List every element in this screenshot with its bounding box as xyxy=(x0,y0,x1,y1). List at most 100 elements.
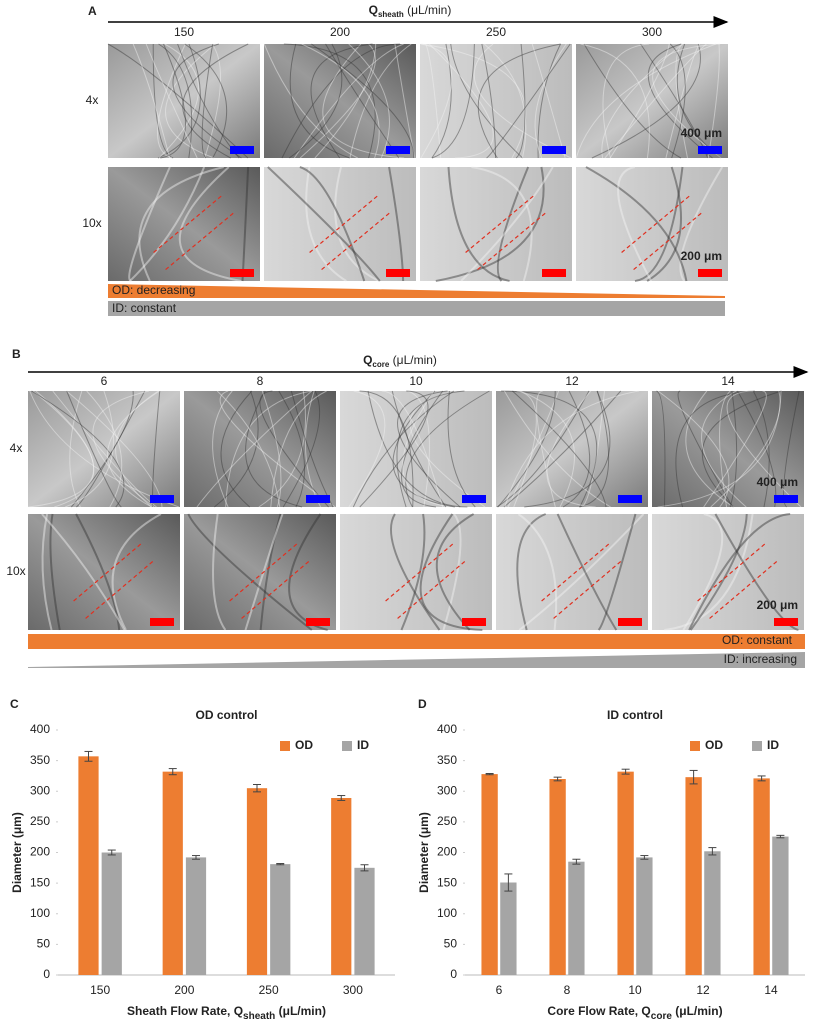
fiber xyxy=(701,390,747,508)
fiber xyxy=(129,166,206,282)
fiber xyxy=(481,43,497,159)
fiber xyxy=(710,390,781,508)
fiber xyxy=(701,390,782,508)
bar xyxy=(270,864,291,975)
fiber xyxy=(157,43,201,159)
bar xyxy=(617,771,634,975)
row-label: 10x xyxy=(6,564,25,578)
od-trend xyxy=(28,634,805,649)
od-guide xyxy=(633,212,703,271)
fiber xyxy=(420,43,453,159)
fiber xyxy=(204,43,222,159)
od-guide xyxy=(85,559,155,619)
scale-label: 400 μm xyxy=(757,475,798,489)
fiber xyxy=(531,43,566,159)
error-bar xyxy=(504,873,513,892)
fiber xyxy=(405,390,490,508)
error-bar xyxy=(553,776,562,782)
row-label: 4x xyxy=(86,93,99,107)
fiber xyxy=(657,390,782,508)
scale-bar xyxy=(462,495,486,503)
od-trend-label: OD: constant xyxy=(722,633,793,647)
axis-title-main: Q xyxy=(369,3,378,17)
micrograph xyxy=(28,390,180,508)
fiber xyxy=(160,43,186,159)
micrograph-bg xyxy=(28,391,180,507)
scale-bar xyxy=(618,618,642,626)
y-tick-label: 250 xyxy=(437,814,457,828)
y-tick-label: 350 xyxy=(437,753,457,767)
error-bar xyxy=(776,834,785,839)
fiber xyxy=(28,390,95,508)
od-guide xyxy=(465,195,535,253)
fiber xyxy=(591,43,701,159)
error-bar xyxy=(276,863,285,866)
scale-bar xyxy=(618,495,642,503)
fiber xyxy=(435,513,475,631)
column-label: 12 xyxy=(565,374,579,388)
error-bar xyxy=(337,795,346,801)
y-tick-label: 200 xyxy=(437,845,457,859)
fiber xyxy=(201,43,214,159)
fiber xyxy=(299,43,376,159)
error-bar xyxy=(757,775,766,782)
bar xyxy=(331,797,352,975)
x-tick-label: 150 xyxy=(90,983,110,997)
fiber xyxy=(359,390,429,508)
fiber xyxy=(634,166,684,282)
fiber xyxy=(669,43,686,159)
fiber xyxy=(41,513,126,631)
fiber xyxy=(31,390,125,508)
axis-title-main: Q xyxy=(363,353,372,367)
fiber xyxy=(325,43,400,159)
fiber xyxy=(214,390,259,508)
bar xyxy=(185,857,207,975)
fiber xyxy=(473,43,572,159)
fiber xyxy=(396,390,465,508)
x-axis-label-main: Sheath Flow Rate, Q xyxy=(127,1004,243,1018)
bar xyxy=(78,756,99,975)
legend-label: ID xyxy=(767,738,779,752)
id-trend xyxy=(28,652,805,668)
y-tick-label: 400 xyxy=(30,722,50,736)
fiber xyxy=(496,390,590,508)
fiber xyxy=(729,390,738,508)
y-tick-label: 250 xyxy=(30,814,50,828)
scale-bar xyxy=(230,269,254,277)
micrograph-bg xyxy=(652,391,804,507)
od-trend-label: OD: decreasing xyxy=(112,283,195,297)
fiber xyxy=(219,390,336,508)
fiber xyxy=(66,390,122,508)
fiber xyxy=(196,390,313,508)
x-axis-label-unit: (μL/min) xyxy=(275,1004,326,1018)
chart-title: ID control xyxy=(607,708,663,722)
fiber xyxy=(241,166,250,282)
fiber xyxy=(507,390,560,508)
bar xyxy=(568,861,585,975)
fiber xyxy=(685,390,734,508)
fiber xyxy=(299,166,366,282)
fiber xyxy=(187,513,313,631)
fiber xyxy=(348,390,386,508)
fiber xyxy=(293,43,404,159)
y-tick-label: 0 xyxy=(43,967,50,981)
scale-bar xyxy=(698,269,722,277)
fiber xyxy=(617,166,653,282)
legend-label: OD xyxy=(705,738,723,752)
scale-bar xyxy=(698,146,722,154)
bar xyxy=(101,852,122,975)
fiber xyxy=(310,43,373,159)
fiber xyxy=(450,43,523,159)
fiber xyxy=(517,513,558,631)
fiber xyxy=(258,390,307,508)
fiber xyxy=(719,390,731,508)
fiber xyxy=(524,390,611,508)
error-bar xyxy=(689,769,698,785)
fiber xyxy=(665,43,700,159)
micrograph-bg xyxy=(184,391,336,507)
error-bar xyxy=(252,784,261,793)
fiber xyxy=(428,43,494,159)
fiber xyxy=(460,166,554,282)
micrograph xyxy=(263,43,416,159)
fiber xyxy=(647,43,713,159)
